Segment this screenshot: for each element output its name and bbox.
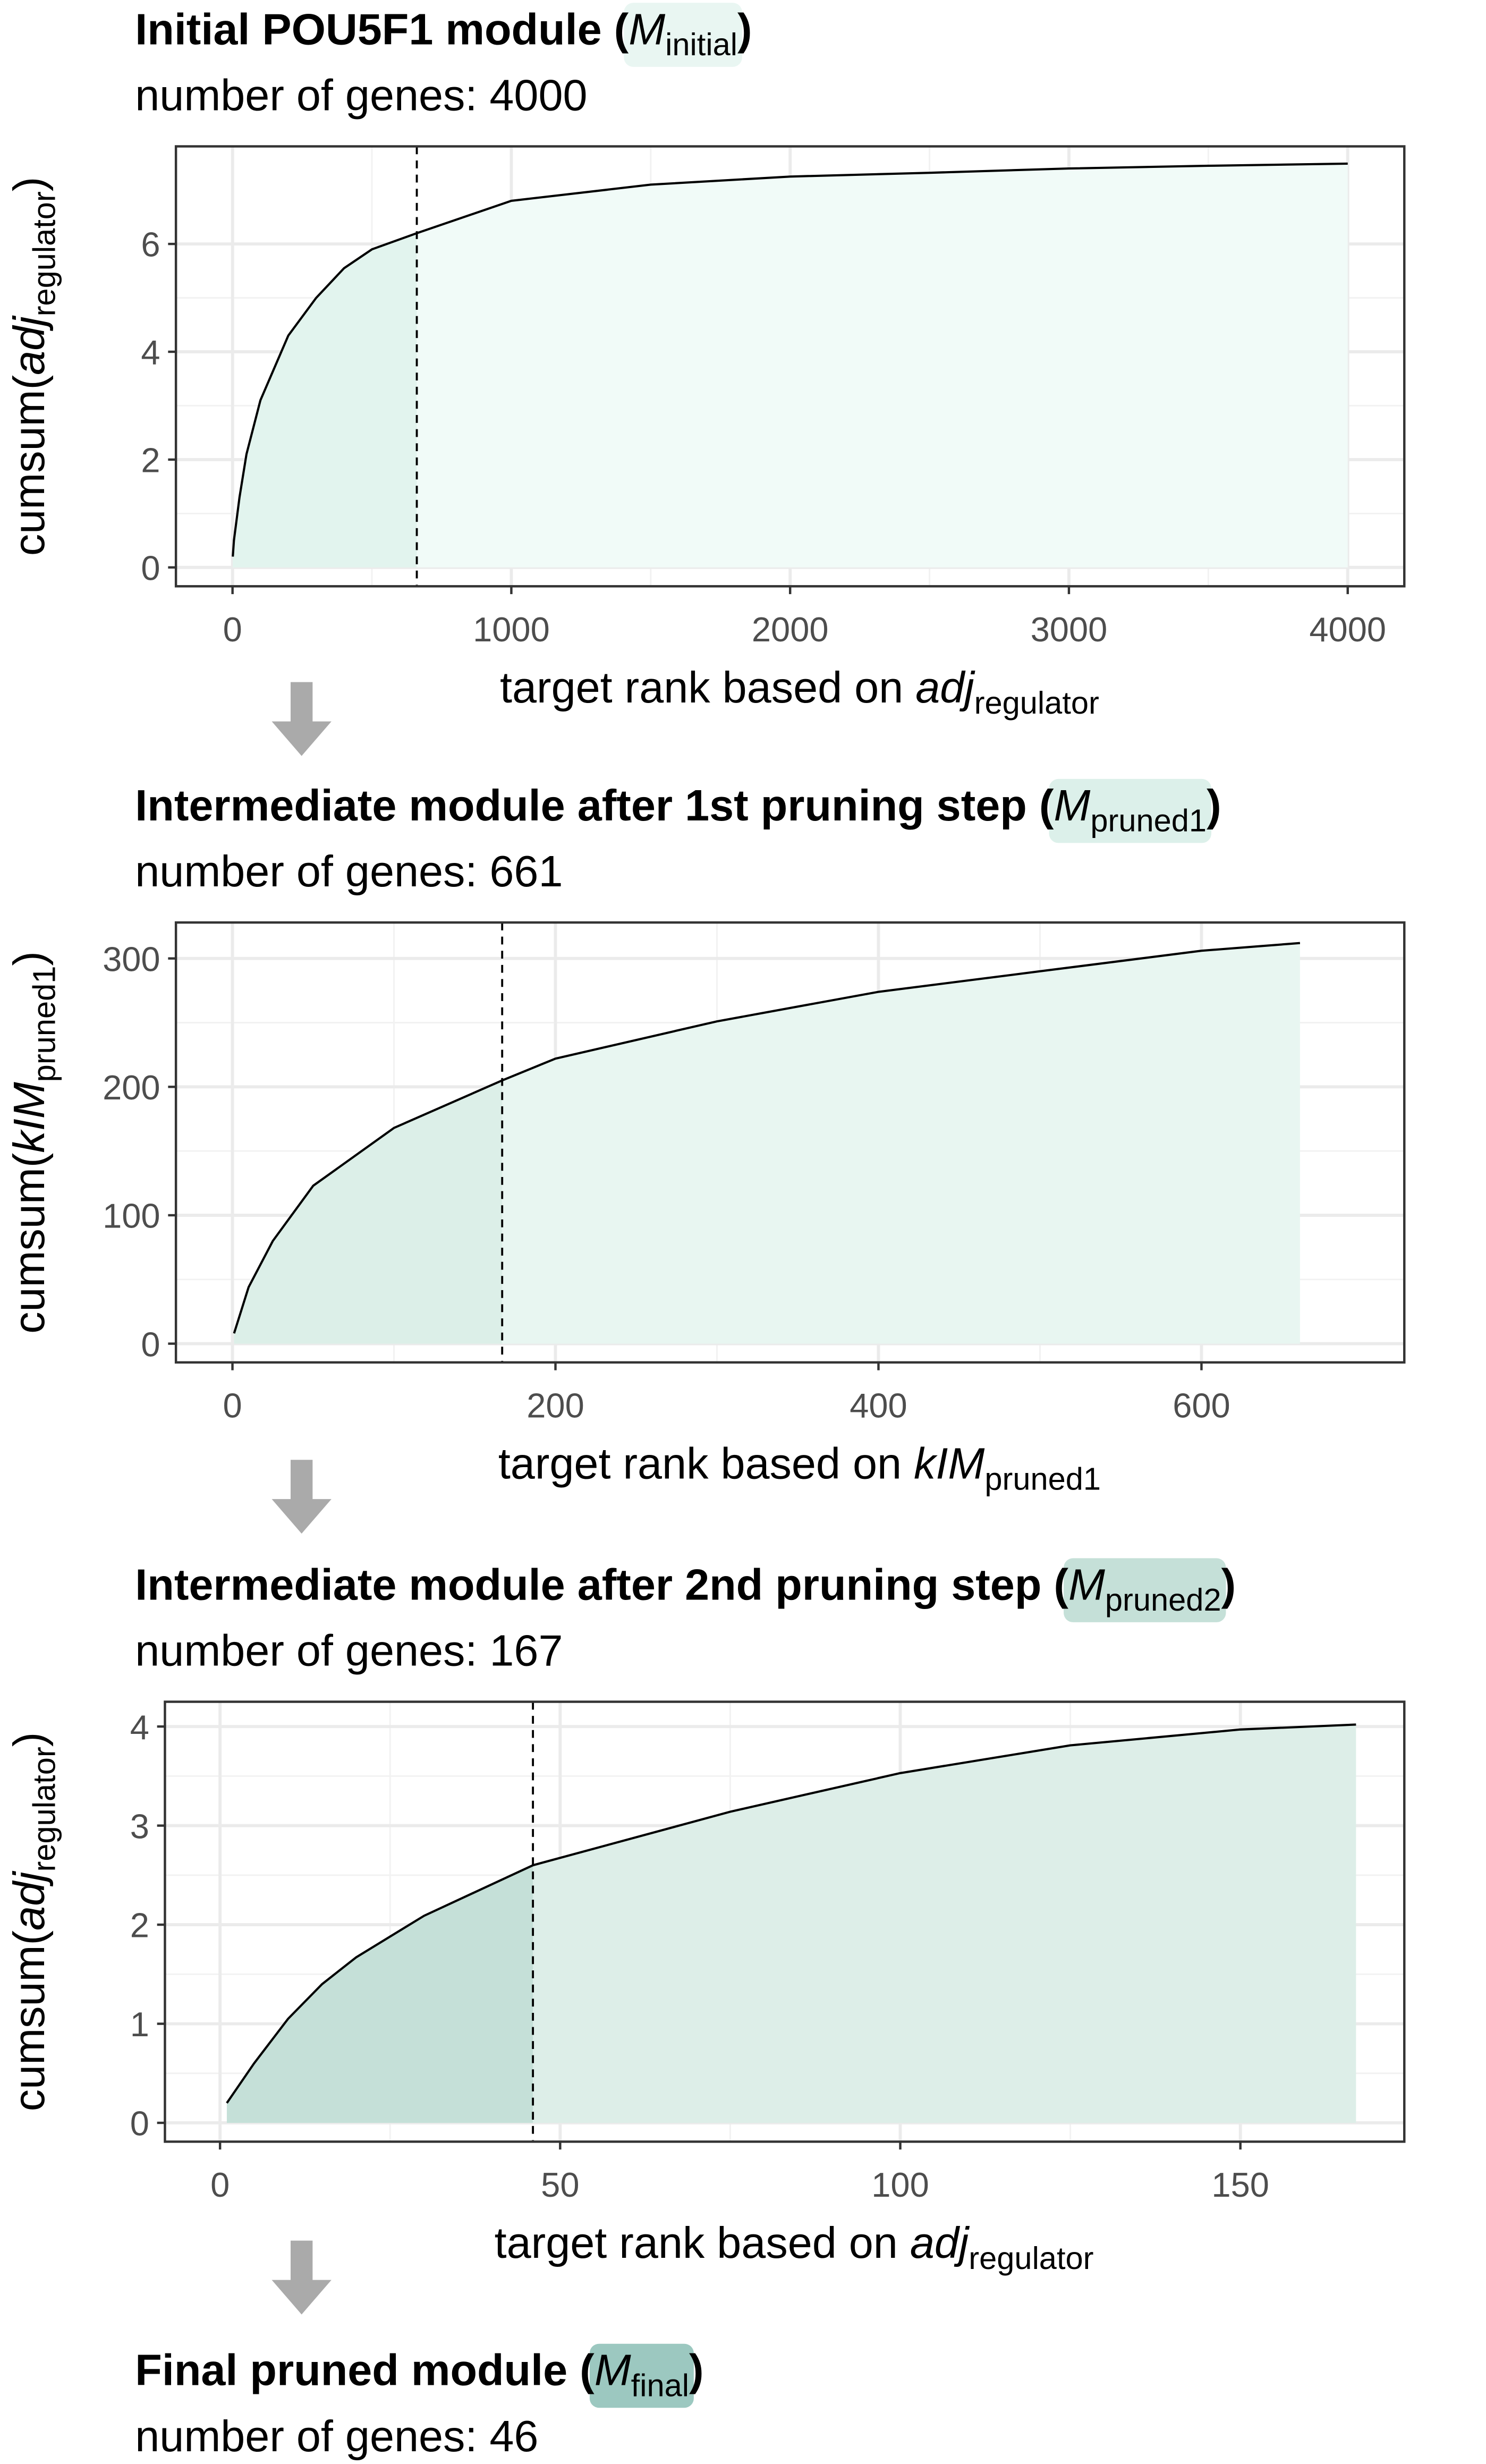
text-part: ): [4, 1732, 54, 1747]
text-part: ): [1207, 781, 1221, 830]
y-tick-label: 0: [141, 548, 160, 587]
y-axis-title: cumsum(adjregulator): [4, 1732, 62, 2112]
x-tick-label: 3000: [1031, 610, 1108, 649]
text-part: ): [1221, 1560, 1236, 1609]
x-tick-label: 150: [1211, 2165, 1269, 2204]
final-subtitle: number of genes: 46: [135, 2411, 538, 2461]
text-part: pruned1: [1090, 803, 1207, 839]
text-part: regulator: [26, 1747, 62, 1872]
x-tick-label: 0: [223, 1386, 242, 1425]
y-tick-label: 4: [141, 333, 160, 372]
x-tick-label: 400: [850, 1386, 907, 1425]
text-part: cumsum(: [4, 1153, 54, 1334]
subtitle: number of genes: 661: [135, 846, 563, 896]
curve: [232, 162, 1348, 557]
y-tick-label: 1: [130, 2005, 149, 2044]
chart-title: Intermediate module after 1st pruning st…: [135, 781, 1221, 839]
text-part: ): [4, 951, 54, 966]
text-part: Intermediate module after 2nd pruning st…: [135, 1560, 1068, 1609]
area: [233, 163, 1348, 568]
text-part: regulator: [969, 2240, 1093, 2276]
x-axis-title: target rank based on adjregulator: [500, 663, 1099, 721]
cutoff-area: [226, 1865, 533, 2123]
y-tick-label: 3: [130, 1807, 149, 1845]
text-part: regulator: [26, 191, 62, 316]
plot-border: [174, 921, 1406, 1364]
subtitle: number of genes: 167: [135, 1626, 563, 1675]
y-tick-label: 100: [103, 1197, 160, 1235]
text-part: M: [1054, 781, 1090, 830]
text-part: final: [631, 2367, 689, 2403]
x-tick-label: 50: [541, 2165, 579, 2204]
y-tick-label: 300: [103, 939, 160, 978]
chart-title: Initial POU5F1 module (Minitial): [135, 4, 752, 62]
text-part: adj: [4, 315, 54, 375]
curve: [226, 1723, 1356, 2104]
text-part: pruned2: [1105, 1582, 1221, 1618]
text-part: Final pruned module (: [135, 2346, 595, 2395]
text-part: Initial POU5F1 module (: [135, 4, 629, 54]
text-part: pruned1: [26, 966, 62, 1082]
x-tick-label: 0: [210, 2165, 230, 2204]
symbol-highlight: [624, 3, 742, 67]
text-part: target rank based on: [500, 663, 915, 712]
text-part: adj: [4, 1870, 54, 1930]
text-part: kIM: [914, 1439, 984, 1488]
final-title: Final pruned module (Mfinal): [135, 2346, 703, 2403]
y-tick-label: 4: [130, 1708, 149, 1747]
y-tick-label: 0: [141, 1325, 160, 1364]
x-tick-label: 2000: [752, 610, 829, 649]
cutoff-area: [233, 233, 417, 568]
chart-title: Intermediate module after 2nd pruning st…: [135, 1560, 1236, 1618]
y-tick-label: 0: [130, 2104, 149, 2143]
text-part: Intermediate module after 1st pruning st…: [135, 781, 1054, 830]
y-tick-label: 6: [141, 225, 160, 264]
plot-border: [164, 1700, 1406, 2143]
text-part: adj: [915, 663, 975, 712]
x-tick-label: 100: [871, 2165, 929, 2204]
text-part: M: [595, 2346, 631, 2395]
text-part: cumsum(: [4, 1930, 54, 2112]
symbol-highlight: [589, 2343, 694, 2408]
x-tick-label: 0: [223, 610, 242, 649]
x-tick-label: 600: [1173, 1386, 1230, 1425]
y-tick-label: 200: [103, 1068, 160, 1107]
y-tick-label: 2: [130, 1906, 149, 1945]
y-tick-label: 2: [141, 441, 160, 480]
curve: [233, 942, 1301, 1334]
text-part: adj: [910, 2218, 970, 2267]
text-part: M: [1068, 1560, 1105, 1609]
y-axis-title: cumsum(adjregulator): [4, 177, 62, 556]
symbol-highlight: [1064, 1558, 1226, 1622]
text-part: M: [629, 4, 665, 54]
text-part: pruned1: [984, 1461, 1101, 1496]
x-tick-label: 1000: [473, 610, 550, 649]
x-tick-label: 4000: [1309, 610, 1386, 649]
text-part: ): [689, 2346, 704, 2395]
text-part: regulator: [974, 685, 1099, 721]
cutoff-area: [234, 1080, 503, 1344]
text-part: target rank based on: [498, 1439, 914, 1488]
y-axis-title: cumsum(kIMpruned1): [4, 951, 62, 1334]
text-part: initial: [665, 27, 737, 62]
text-part: kIM: [4, 1082, 54, 1153]
x-axis-title: target rank based on kIMpruned1: [498, 1439, 1101, 1497]
text-part: ): [4, 177, 54, 192]
x-tick-label: 200: [527, 1386, 584, 1425]
text-part: target rank based on: [495, 2218, 910, 2267]
text-part: cumsum(: [4, 375, 54, 556]
arrow: [271, 682, 332, 2315]
x-axis-title: target rank based on adjregulator: [495, 2218, 1094, 2276]
symbol-highlight: [1049, 778, 1211, 843]
text-part: ): [737, 4, 752, 54]
subtitle: number of genes: 4000: [135, 70, 587, 120]
